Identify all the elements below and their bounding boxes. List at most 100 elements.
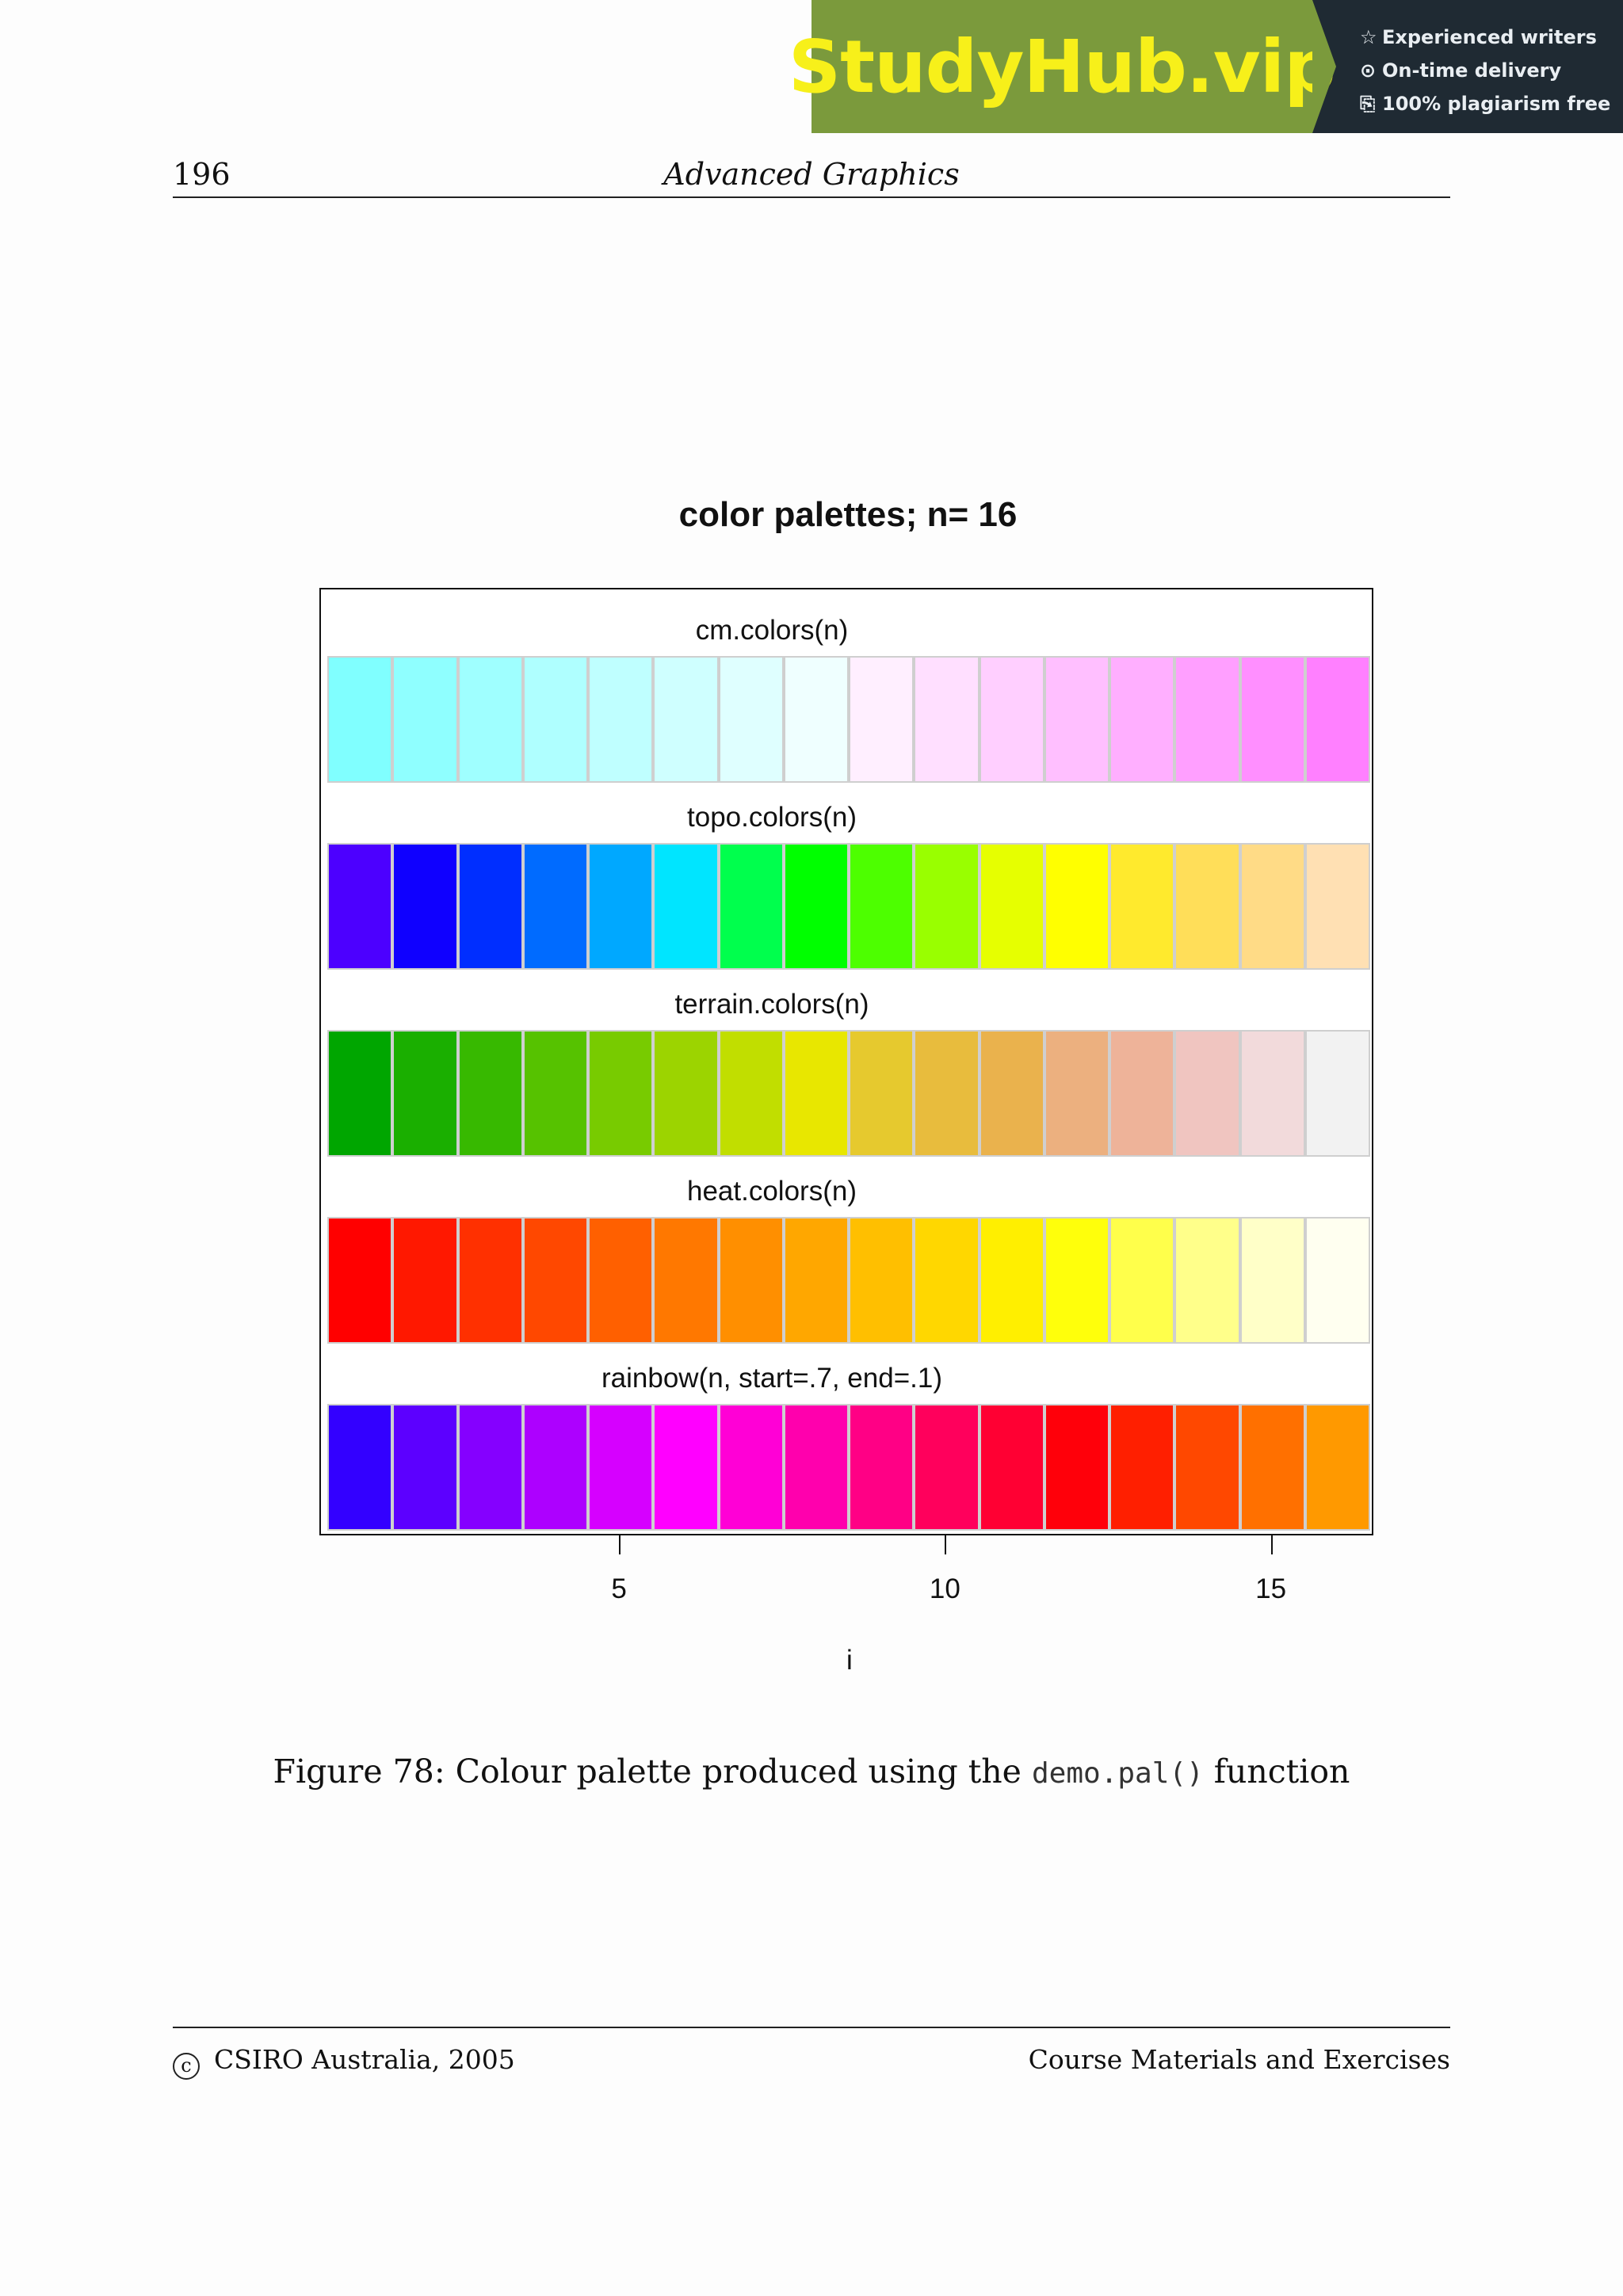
running-header: 196 Advanced Graphics bbox=[173, 152, 1450, 198]
banner-features: ☆ Experienced writers ⊙ On-time delivery ⎘… bbox=[1312, 0, 1623, 133]
palette-row bbox=[327, 656, 1370, 783]
color-swatch bbox=[1304, 1030, 1370, 1157]
color-swatch bbox=[457, 1030, 523, 1157]
color-swatch bbox=[522, 1404, 588, 1531]
color-swatch bbox=[718, 1404, 784, 1531]
color-swatch bbox=[1044, 1217, 1109, 1344]
logo-text: StudyHub.vip bbox=[788, 24, 1336, 109]
color-swatch bbox=[653, 1030, 719, 1157]
color-swatch bbox=[718, 1217, 784, 1344]
color-swatch bbox=[653, 1404, 719, 1531]
color-swatch bbox=[327, 1030, 393, 1157]
color-swatch bbox=[979, 656, 1044, 783]
promo-banner[interactable]: StudyHub.vip ☆ Experienced writers ⊙ On-ti… bbox=[789, 0, 1623, 133]
color-swatch bbox=[522, 843, 588, 970]
figure-caption: Figure 78: Colour palette produced using… bbox=[0, 1753, 1623, 1791]
color-swatch bbox=[849, 1404, 915, 1531]
running-title: Advanced Graphics bbox=[663, 157, 960, 192]
color-swatch bbox=[849, 1217, 915, 1344]
footer-course: Course Materials and Exercises bbox=[1028, 2044, 1450, 2075]
color-swatch bbox=[327, 843, 393, 970]
color-swatch bbox=[1239, 1030, 1305, 1157]
color-swatch bbox=[522, 656, 588, 783]
palette-label: topo.colors(n) bbox=[687, 802, 857, 833]
x-axis: 5 10 15 bbox=[319, 1535, 1373, 1630]
color-swatch bbox=[849, 843, 915, 970]
palette-row bbox=[327, 1030, 1370, 1157]
star-icon: ☆ bbox=[1360, 26, 1377, 48]
color-swatch bbox=[783, 1217, 849, 1344]
color-swatch bbox=[783, 843, 849, 970]
x-tick bbox=[619, 1535, 621, 1554]
chart-title: color palettes; n= 16 bbox=[678, 495, 1018, 534]
color-swatch bbox=[718, 656, 784, 783]
color-swatch bbox=[783, 1030, 849, 1157]
color-swatch bbox=[1239, 656, 1305, 783]
color-swatch bbox=[718, 843, 784, 970]
caption-suffix: function bbox=[1213, 1753, 1350, 1791]
color-swatch bbox=[1044, 843, 1109, 970]
color-swatch bbox=[588, 843, 654, 970]
x-tick bbox=[1270, 1535, 1273, 1554]
x-tick bbox=[945, 1535, 947, 1554]
color-swatch bbox=[1174, 656, 1240, 783]
x-tick-label: 10 bbox=[929, 1573, 960, 1604]
feature-plagiarism: ⎘ 100% plagiarism free bbox=[1360, 87, 1623, 120]
color-swatch bbox=[979, 1030, 1044, 1157]
color-swatch bbox=[1174, 1217, 1240, 1344]
color-swatch bbox=[588, 1217, 654, 1344]
feature-experienced: ☆ Experienced writers bbox=[1360, 21, 1623, 54]
footer-copyright: c CSIRO Australia, 2005 bbox=[173, 2044, 515, 2080]
color-swatch bbox=[1109, 1404, 1175, 1531]
color-swatch bbox=[1239, 843, 1305, 970]
page-footer: c CSIRO Australia, 2005 Course Materials … bbox=[173, 2027, 1450, 2080]
color-swatch bbox=[914, 1404, 980, 1531]
color-swatch bbox=[1044, 1030, 1109, 1157]
color-swatch bbox=[979, 843, 1044, 970]
copyright-icon: c bbox=[173, 2053, 200, 2080]
color-swatch bbox=[392, 1217, 458, 1344]
color-swatch bbox=[588, 656, 654, 783]
color-swatch bbox=[783, 1404, 849, 1531]
caption-code: demo.pal() bbox=[1032, 1757, 1204, 1790]
clock-icon: ⊙ bbox=[1360, 59, 1377, 82]
document-icon: ⎘ bbox=[1360, 93, 1376, 115]
color-swatch bbox=[457, 1217, 523, 1344]
palette-label: terrain.colors(n) bbox=[674, 989, 869, 1020]
color-swatch bbox=[1304, 1404, 1370, 1531]
x-tick-label: 5 bbox=[611, 1573, 627, 1604]
color-swatch bbox=[849, 656, 915, 783]
color-swatch bbox=[979, 1217, 1044, 1344]
color-swatch bbox=[914, 656, 980, 783]
color-swatch bbox=[1304, 1217, 1370, 1344]
color-swatch bbox=[653, 656, 719, 783]
color-swatch bbox=[653, 1217, 719, 1344]
color-swatch bbox=[1304, 656, 1370, 783]
color-swatch bbox=[1109, 1030, 1175, 1157]
color-swatch bbox=[914, 1030, 980, 1157]
color-swatch bbox=[327, 656, 393, 783]
color-swatch bbox=[522, 1217, 588, 1344]
studyhub-logo[interactable]: StudyHub.vip bbox=[789, 0, 1336, 133]
color-swatch bbox=[457, 843, 523, 970]
palette-label: heat.colors(n) bbox=[687, 1176, 857, 1207]
color-swatch bbox=[457, 656, 523, 783]
color-swatch bbox=[1304, 843, 1370, 970]
caption-prefix: Figure 78: Colour palette produced using… bbox=[273, 1753, 1022, 1791]
color-swatch bbox=[1044, 656, 1109, 783]
color-swatch bbox=[327, 1404, 393, 1531]
palette-row bbox=[327, 1404, 1370, 1531]
plot-area: cm.colors(n) topo.colors(n) terrain.colors… bbox=[319, 588, 1373, 1535]
palette-label: cm.colors(n) bbox=[695, 615, 849, 646]
color-swatch bbox=[392, 1404, 458, 1531]
color-swatch bbox=[392, 1030, 458, 1157]
color-swatch bbox=[1109, 843, 1175, 970]
color-swatch bbox=[1044, 1404, 1109, 1531]
palette-row bbox=[327, 843, 1370, 970]
color-swatch bbox=[718, 1030, 784, 1157]
color-swatch bbox=[1109, 1217, 1175, 1344]
color-swatch bbox=[457, 1404, 523, 1531]
color-swatch bbox=[914, 1217, 980, 1344]
color-swatch bbox=[914, 843, 980, 970]
color-swatch bbox=[588, 1404, 654, 1531]
